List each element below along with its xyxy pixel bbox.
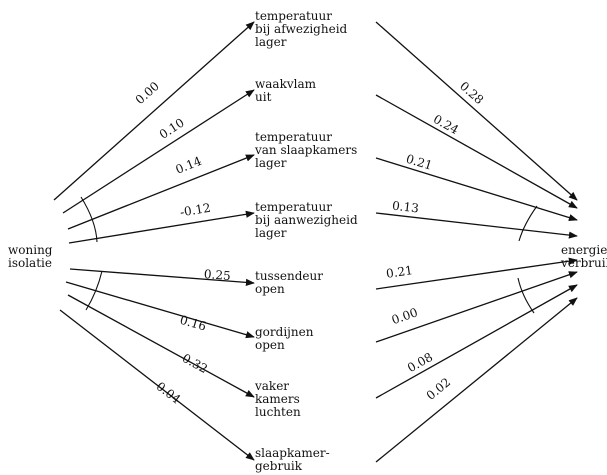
right-lower-arc	[517, 277, 535, 314]
coef-in-3: 0.14	[174, 154, 204, 177]
coef-in-2: 0.10	[157, 116, 187, 142]
arrow-in-1	[53, 21, 255, 201]
arrow-out-4	[375, 212, 578, 239]
arrow-in-5	[69, 268, 255, 286]
mediator-label-6: gordijnen open	[255, 325, 314, 352]
arrow-out-6	[375, 271, 578, 343]
mediator-label-1: temperatuur bij afwezigheid lager	[255, 9, 348, 49]
mediator-label-2: waakvlam uit	[255, 77, 317, 104]
arrow-out-2	[375, 94, 578, 209]
coef-out-7: 0.08	[405, 350, 435, 375]
mediator-label-5: tussendeur open	[255, 269, 323, 296]
arrow-in-3	[67, 154, 255, 230]
arrow-out-5	[375, 257, 578, 290]
left-upper-arc	[80, 196, 98, 243]
arrow-out-3	[375, 157, 578, 222]
arrow-in-6	[65, 281, 255, 339]
coef-out-3: 0.21	[404, 152, 434, 173]
arrow-out-7	[375, 284, 578, 399]
coef-in-5: 0.25	[203, 267, 231, 283]
arrow-in-7	[67, 294, 255, 398]
target-label: energie- verbruik	[561, 243, 607, 270]
coef-in-6: 0.16	[178, 313, 208, 334]
arrow-in-8	[59, 309, 255, 461]
coef-out-4: 0.13	[391, 199, 419, 216]
arrow-out-1	[375, 21, 578, 201]
coef-out-5: 0.21	[385, 263, 413, 281]
right-upper-arc	[518, 205, 538, 242]
coef-in-1: 0.00	[133, 79, 162, 107]
coef-out-8: 0.02	[424, 375, 454, 403]
arrow-in-2	[62, 89, 255, 214]
mediator-label-3: temperatuur van slaapkamers lager	[255, 130, 358, 170]
coef-in-7: 0.32	[180, 351, 210, 376]
mediator-label-4: temperatuur bij aanwezigheid lager	[255, 200, 358, 240]
arrow-in-4	[68, 210, 255, 244]
coef-out-2: 0.24	[431, 112, 461, 137]
mediator-label-8: slaapkamer- gebruik	[255, 446, 330, 473]
coef-in-4: -0.12	[179, 201, 212, 220]
mediator-label-7: vaker kamers luchten	[255, 379, 301, 419]
arrow-out-8	[375, 297, 578, 463]
coef-out-1: 0.28	[457, 79, 486, 107]
coef-out-6: 0.00	[390, 305, 420, 327]
source-label: woning isolatie	[8, 243, 53, 270]
